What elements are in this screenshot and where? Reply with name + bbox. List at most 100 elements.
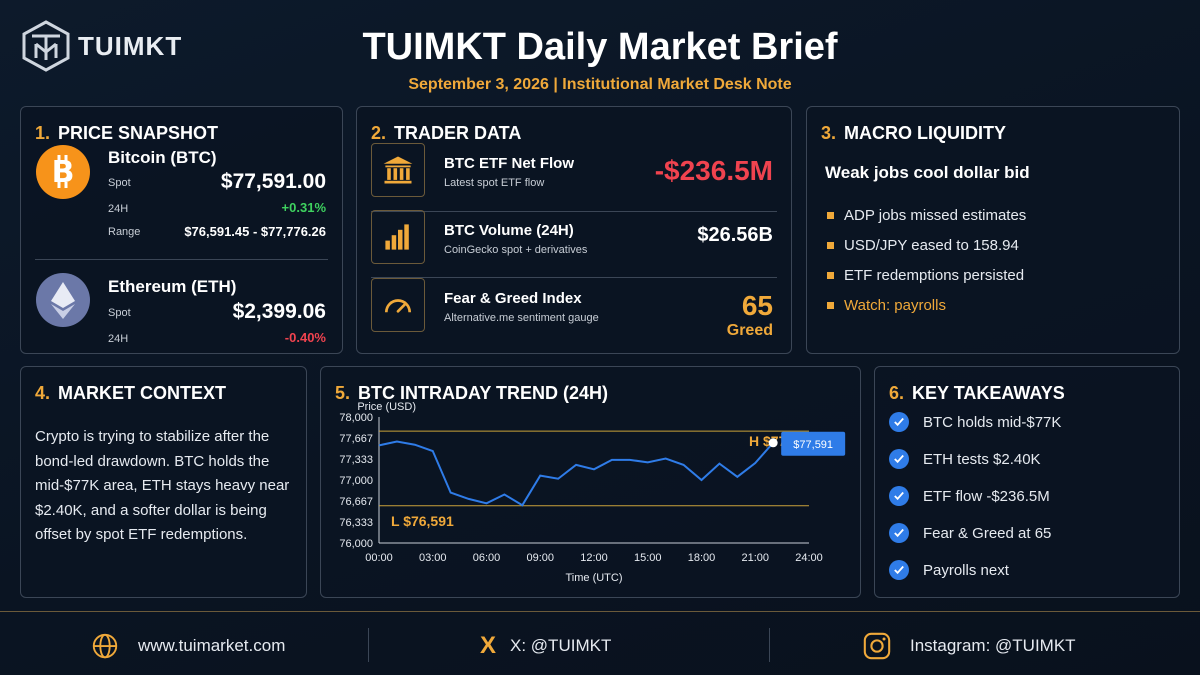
divider <box>371 211 777 212</box>
trader-data-panel: 2. TRADER DATA BTC ETF Net Flow Latest sp… <box>356 106 792 354</box>
btc-name: Bitcoin (BTC) <box>108 148 217 167</box>
btc-spot-label: Spot <box>108 177 131 189</box>
takeaway-text: Fear & Greed at 65 <box>923 524 1052 542</box>
ethereum-icon <box>36 273 90 327</box>
globe-icon <box>92 633 118 659</box>
x-icon: X <box>480 632 497 659</box>
macro-headline: Weak jobs cool dollar bid <box>825 163 1030 182</box>
macro-bullet-watch: Watch: payrolls <box>827 297 946 314</box>
check-icon <box>889 560 909 580</box>
panel-title: 3. MACRO LIQUIDITY <box>821 123 1006 144</box>
btc-change-label: 24H <box>108 203 129 215</box>
footer-separator <box>769 628 770 662</box>
panel-title: 4. MARKET CONTEXT <box>35 383 226 404</box>
check-icon <box>889 486 909 506</box>
panel-number: 2. <box>371 123 387 143</box>
etf-flow-value: -$236.5M <box>654 155 773 186</box>
takeaway-text: ETF flow -$236.5M <box>923 487 1050 505</box>
footer-instagram[interactable]: Instagram: @TUIMKT <box>862 626 1076 666</box>
x-tick-label: 03:00 <box>419 552 447 564</box>
x-tick-label: 15:00 <box>634 552 662 564</box>
footer-separator <box>368 628 369 662</box>
y-tick-label: 77,333 <box>339 454 373 466</box>
panel-number: 4. <box>35 383 51 403</box>
tuimkt-logo-icon <box>22 20 70 72</box>
panel-number: 3. <box>821 123 837 143</box>
panel-number: 6. <box>889 383 905 403</box>
takeaway-item: BTC holds mid-$77K <box>889 412 1061 432</box>
fear-greed-label: Greed <box>726 322 773 339</box>
eth-spot-value: $2,399.06 <box>232 300 326 323</box>
panel-title-text: TRADER DATA <box>394 123 522 143</box>
x-tick-label: 00:00 <box>365 552 393 564</box>
bullet-text: USD/JPY eased to 158.94 <box>844 237 1019 254</box>
takeaway-item: ETF flow -$236.5M <box>889 486 1050 506</box>
btc-range-value: $76,591.45 - $77,776.26 <box>184 224 326 239</box>
bullet-text: Watch: payrolls <box>844 297 946 314</box>
x-tick-label: 18:00 <box>688 552 716 564</box>
x-axis-label: Time (UTC) <box>565 572 622 584</box>
page-subtitle: September 3, 2026 | Institutional Market… <box>408 76 792 93</box>
divider <box>371 277 777 278</box>
volume-title: BTC Volume (24H) <box>444 222 574 239</box>
y-axis-label: Price (USD) <box>357 401 416 413</box>
x-tick-label: 24:00 <box>795 552 823 564</box>
x-handle-link[interactable]: X: @TUIMKT <box>510 636 612 655</box>
panel-title: 2. TRADER DATA <box>371 123 521 144</box>
macro-bullet: ADP jobs missed estimates <box>827 207 1026 224</box>
last-price-point <box>768 438 778 448</box>
eth-spot-label: Spot <box>108 307 131 319</box>
eth-name: Ethereum (ETH) <box>108 277 237 296</box>
logo: TUIMKT <box>20 20 190 72</box>
instagram-handle-link[interactable]: Instagram: @TUIMKT <box>910 636 1076 655</box>
check-icon <box>889 449 909 469</box>
panel-title: 1. PRICE SNAPSHOT <box>35 123 218 144</box>
takeaway-item: ETH tests $2.40K <box>889 449 1041 469</box>
btc-trend-chart: 78,000 77,667 77,333 77,000 76,667 76,333 76,0… <box>339 401 846 584</box>
check-icon <box>889 412 909 432</box>
x-tick-label: 12:00 <box>580 552 608 564</box>
last-price-label: $77,591 <box>793 439 833 451</box>
bank-icon <box>371 143 425 197</box>
fear-greed-sub: Alternative.me sentiment gauge <box>444 312 599 324</box>
panel-title-text: MACRO LIQUIDITY <box>844 123 1007 143</box>
panel-title: 6. KEY TAKEAWAYS <box>889 383 1065 404</box>
y-tick-label: 76,333 <box>339 517 373 529</box>
eth-change-label: 24H <box>108 333 129 345</box>
btc-range-label: Range <box>108 226 141 238</box>
y-tick-label: 77,667 <box>339 433 373 445</box>
btc-change-value: +0.31% <box>281 200 326 215</box>
x-tick-label: 21:00 <box>741 552 769 564</box>
low-label: L $76,591 <box>391 513 454 529</box>
panel-title-text: BTC INTRADAY TREND (24H) <box>358 383 609 403</box>
takeaway-text: ETH tests $2.40K <box>923 450 1041 468</box>
macro-bullet: ETF redemptions persisted <box>827 267 1024 284</box>
x-tick-label: 09:00 <box>526 552 554 564</box>
market-context-text: Crypto is trying to stabilize after the … <box>35 428 290 543</box>
takeaway-text: BTC holds mid-$77K <box>923 413 1062 431</box>
panel-number: 5. <box>335 383 351 403</box>
website-link[interactable]: www.tuimarket.com <box>138 636 286 655</box>
x-tick-label: 06:00 <box>473 552 501 564</box>
footer-x[interactable]: X X: @TUIMKT <box>480 626 611 666</box>
bullet-text: ADP jobs missed estimates <box>844 207 1027 224</box>
y-tick-label: 77,000 <box>339 475 373 487</box>
instagram-icon <box>863 632 891 660</box>
y-tick-label: 76,000 <box>339 538 373 550</box>
panel-number: 1. <box>35 123 51 143</box>
btc-trend-panel: 5. BTC INTRADAY TREND (24H) 78,000 77,667 7… <box>320 366 861 598</box>
bullet-text: ETF redemptions persisted <box>844 267 1025 284</box>
bullet-icon <box>827 272 834 279</box>
takeaway-item: Fear & Greed at 65 <box>889 523 1051 543</box>
page-title: TUIMKT Daily Market Brief <box>362 26 838 68</box>
footer-website[interactable]: www.tuimarket.com <box>90 626 285 666</box>
takeaway-item: Payrolls next <box>889 560 1009 580</box>
takeaway-text: Payrolls next <box>923 561 1009 579</box>
gauge-icon <box>371 278 425 332</box>
btc-spot-value: $77,591.00 <box>220 170 326 193</box>
macro-bullet: USD/JPY eased to 158.94 <box>827 237 1019 254</box>
y-tick-label: 78,000 <box>339 412 373 424</box>
svg-text:B: B <box>52 155 75 190</box>
volume-value: $26.56B <box>697 224 773 246</box>
market-context-panel: 4. MARKET CONTEXT Crypto is trying to sta… <box>20 366 307 598</box>
